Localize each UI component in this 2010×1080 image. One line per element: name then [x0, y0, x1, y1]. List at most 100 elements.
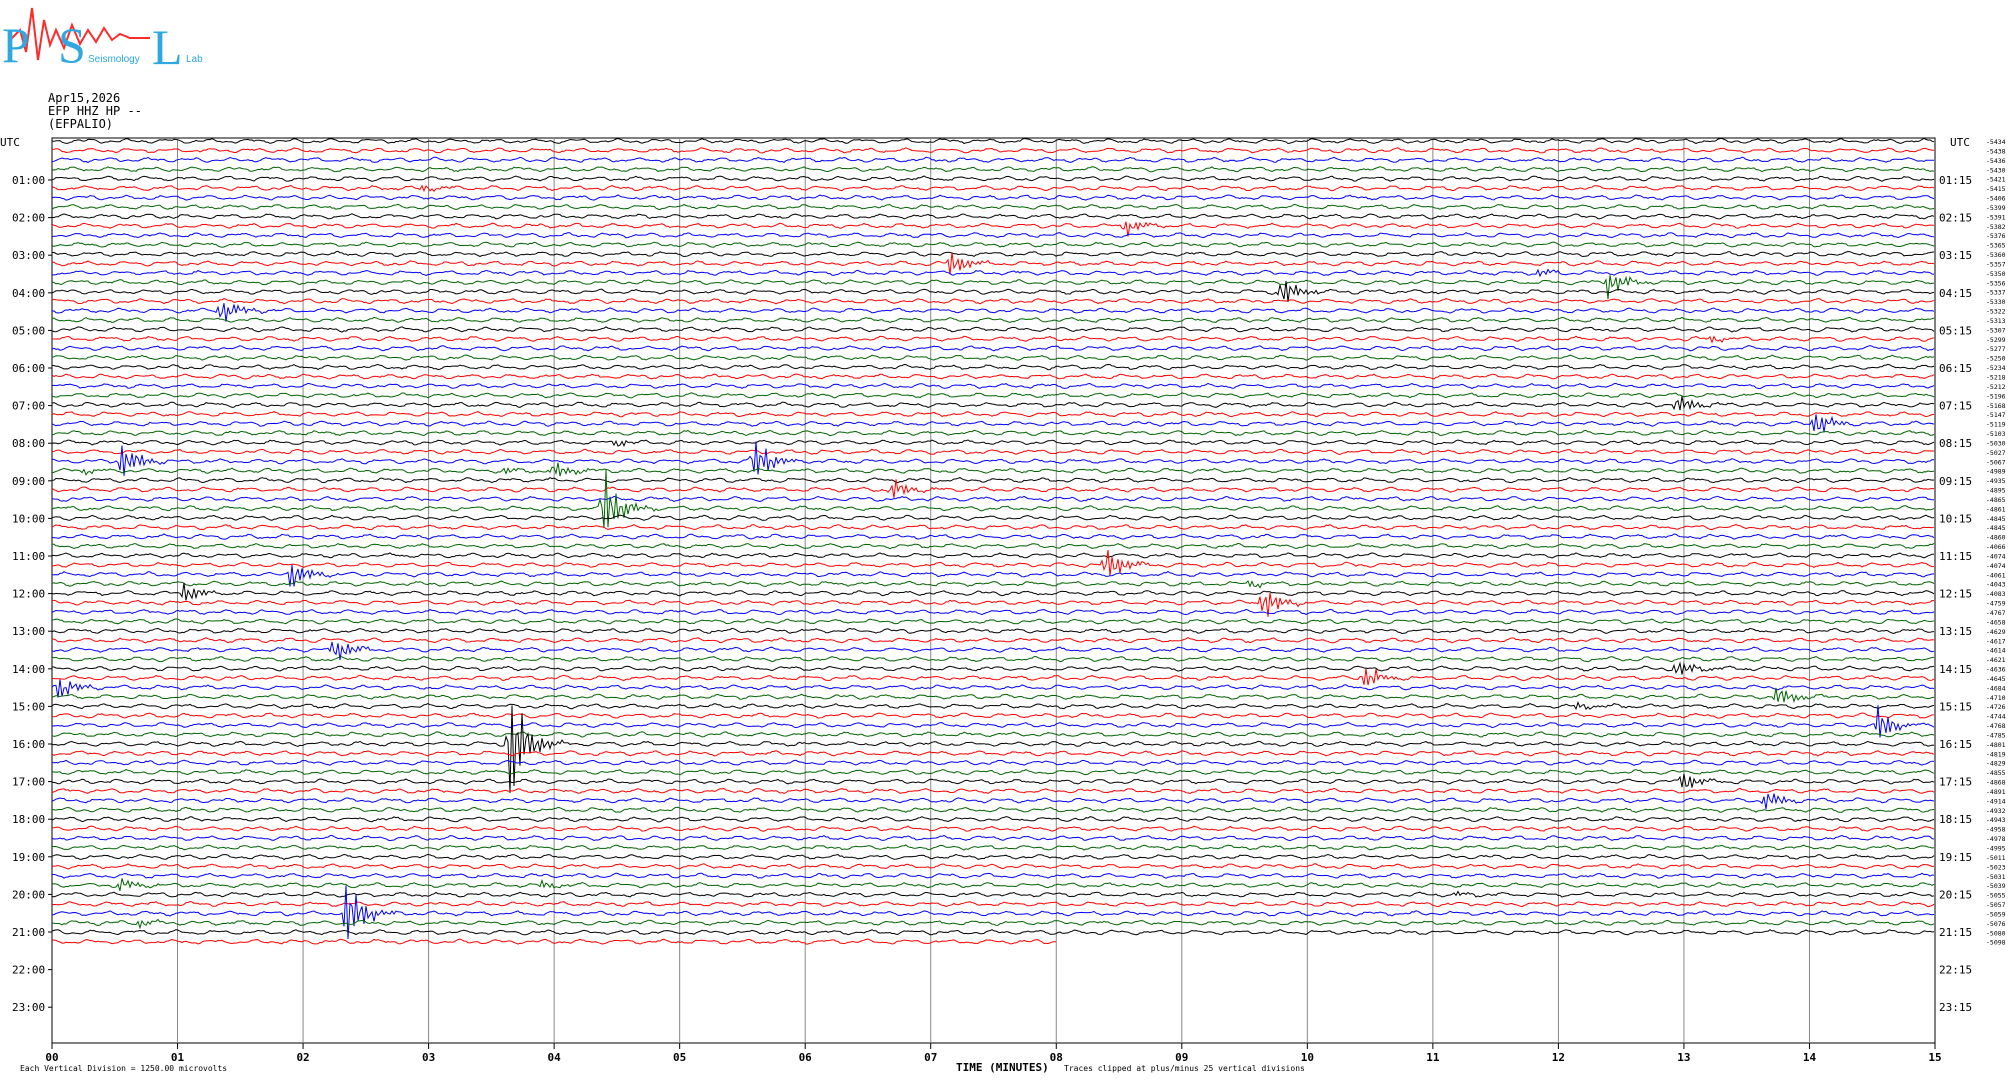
trace-value-label: -5067 — [1986, 458, 2006, 466]
trace-value-label: -5059 — [1986, 910, 2006, 918]
trace-value-label: -5436 — [1986, 157, 2006, 165]
seismic-trace — [51, 712, 1934, 719]
trace-value-label: -4989 — [1986, 468, 2006, 476]
trace-value-label: -5399 — [1986, 204, 2006, 212]
seismic-trace — [51, 773, 1935, 788]
seismic-trace — [51, 731, 1935, 738]
trace-value-label: -5299 — [1986, 336, 2006, 344]
hour-label-right: 05:15 — [1939, 324, 1972, 337]
trace-value-label: -5011 — [1986, 854, 2006, 862]
hour-label-right: 23:15 — [1939, 1001, 1972, 1014]
x-tick-label: 10 — [1301, 1051, 1314, 1064]
trace-value-label: -5039 — [1986, 882, 2006, 890]
seismic-trace — [51, 769, 1935, 776]
trace-value-label: -4066 — [1986, 543, 2006, 551]
trace-value-label: -5023 — [1986, 863, 2006, 871]
trace-value-label: -5391 — [1986, 213, 2006, 221]
hour-label-right: 12:15 — [1939, 588, 1972, 601]
trace-value-label: -4710 — [1986, 694, 2006, 702]
seismic-trace — [51, 627, 1935, 635]
seismic-trace — [51, 618, 1935, 625]
hour-label-left: 04:00 — [12, 287, 45, 300]
hour-label-right: 16:15 — [1939, 738, 1972, 751]
x-tick-label: 02 — [296, 1051, 309, 1064]
trace-value-label: -4074 — [1986, 562, 2006, 570]
seismic-trace — [51, 382, 1935, 390]
trace-value-label: -4932 — [1986, 807, 2006, 815]
hour-label-left: 03:00 — [12, 249, 45, 262]
hour-label-left: 02:00 — [12, 212, 45, 225]
seismic-trace — [51, 938, 1057, 945]
hour-label-left: 01:00 — [12, 174, 45, 187]
x-tick-label: 01 — [171, 1051, 185, 1064]
seismic-trace — [51, 303, 1935, 322]
seismic-trace — [51, 816, 1935, 823]
trace-value-label: -4636 — [1986, 666, 2006, 674]
hour-label-left: 21:00 — [12, 926, 45, 939]
seismic-trace — [51, 542, 1935, 550]
trace-value-label: -4958 — [1986, 826, 2006, 834]
seismic-trace — [51, 469, 1935, 529]
seismic-trace — [51, 429, 1935, 437]
trace-value-label: -4801 — [1986, 741, 2006, 749]
trace-value-label: -4744 — [1986, 713, 2006, 721]
trace-value-label: -5438 — [1986, 147, 2006, 155]
trace-value-label: -4855 — [1986, 769, 2006, 777]
trace-value-label: -4891 — [1986, 788, 2006, 796]
trace-value-label: -5103 — [1986, 430, 2006, 438]
utc-label-right: UTC — [1950, 136, 1970, 149]
seismic-trace — [51, 885, 1935, 940]
hour-label-right: 21:15 — [1939, 926, 1972, 939]
seismic-trace — [51, 705, 1935, 794]
seismic-trace — [51, 147, 1935, 154]
seismic-trace — [51, 900, 1935, 908]
seismic-trace — [51, 514, 1935, 521]
trace-value-label: -4861 — [1986, 505, 2006, 513]
trace-value-label: -4614 — [1986, 647, 2006, 655]
trace-value-label: -5365 — [1986, 242, 2006, 250]
hour-label-right: 20:15 — [1939, 888, 1972, 901]
x-tick-label: 11 — [1426, 1051, 1440, 1064]
seismic-trace — [51, 806, 1935, 813]
trace-value-label: -4768 — [1986, 722, 2006, 730]
hour-label-right: 06:15 — [1939, 362, 1972, 375]
trace-value-label: -5307 — [1986, 326, 2006, 334]
seismic-trace — [51, 281, 1935, 302]
trace-value-label: -5055 — [1986, 892, 2006, 900]
hour-label-left: 10:00 — [12, 512, 45, 525]
logo-letter-p: P — [2, 17, 30, 73]
x-tick-label: 08 — [1050, 1051, 1063, 1064]
trace-value-label: -4726 — [1986, 703, 2006, 711]
seismic-trace — [51, 878, 1935, 891]
trace-value-label: -5030 — [1986, 439, 2006, 447]
seismic-trace — [51, 592, 1935, 617]
psl-logo: P S L Seismology Lab — [2, 7, 203, 75]
header-station: EFP HHZ HP -- — [48, 104, 142, 118]
trace-value-label: -5415 — [1986, 185, 2006, 193]
seismic-trace — [51, 705, 1935, 738]
seismic-trace — [51, 175, 1935, 182]
seismic-trace — [51, 441, 1935, 476]
trace-value-label: -5098 — [1986, 939, 2006, 947]
trace-value-label: -4645 — [1986, 675, 2006, 683]
trace-value-label: -5430 — [1986, 166, 2006, 174]
trace-value-label: -5147 — [1986, 411, 2006, 419]
hour-label-right: 22:15 — [1939, 964, 1972, 977]
hour-label-right: 01:15 — [1939, 174, 1972, 187]
x-tick-label: 12 — [1552, 1051, 1565, 1064]
header-station-name: (EFPALIO) — [48, 117, 114, 131]
x-tick-label: 05 — [673, 1051, 686, 1064]
x-tick-label: 00 — [45, 1051, 58, 1064]
seismic-trace — [51, 825, 1935, 832]
hour-label-right: 15:15 — [1939, 700, 1972, 713]
seismic-trace — [51, 298, 1935, 305]
logo-letter-l: L — [152, 19, 183, 75]
trace-value-label: -5076 — [1986, 920, 2006, 928]
trace-value-label: -5382 — [1986, 223, 2006, 231]
trace-value-label: -4845 — [1986, 524, 2006, 532]
seismic-trace — [51, 550, 1935, 576]
hour-label-left: 13:00 — [12, 625, 45, 638]
trace-value-label: -4074 — [1986, 552, 2006, 560]
trace-value-label: -5434 — [1986, 138, 2006, 146]
hour-label-right: 07:15 — [1939, 400, 1972, 413]
